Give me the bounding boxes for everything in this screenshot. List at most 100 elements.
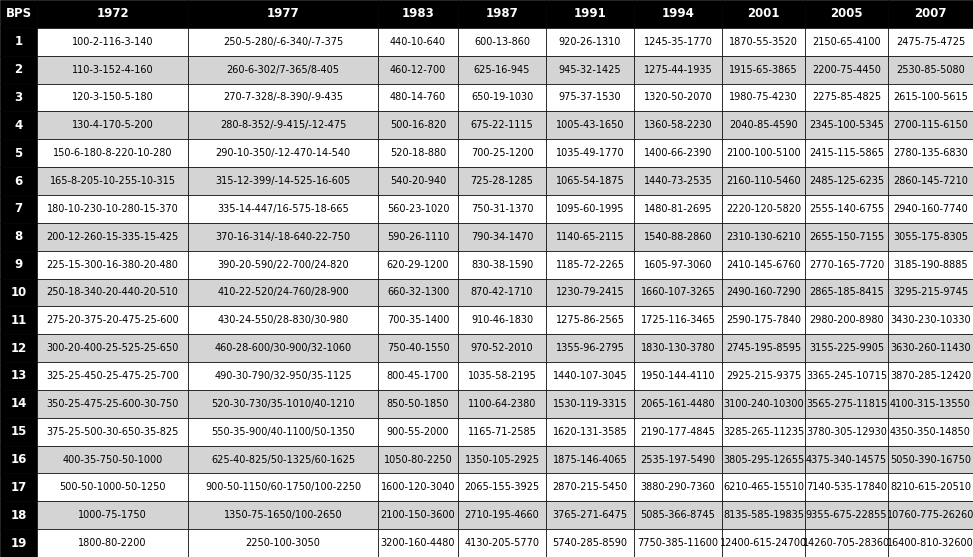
Text: 2150-65-4100: 2150-65-4100: [812, 37, 881, 47]
Text: 1620-131-3585: 1620-131-3585: [553, 427, 628, 437]
Text: 110-3-152-4-160: 110-3-152-4-160: [72, 65, 154, 75]
Bar: [0, 111, 37, 139]
Bar: [722, 56, 805, 84]
Text: 620-29-1200: 620-29-1200: [386, 260, 450, 270]
Text: 2865-185-8415: 2865-185-8415: [810, 287, 883, 297]
Bar: [188, 167, 378, 195]
Bar: [722, 446, 805, 473]
Text: 440-10-640: 440-10-640: [390, 37, 446, 47]
Bar: [458, 473, 546, 501]
Text: 6210-465-15510: 6210-465-15510: [723, 482, 804, 492]
Text: 1950-144-4110: 1950-144-4110: [641, 371, 715, 381]
Text: 970-52-2010: 970-52-2010: [471, 343, 533, 353]
Text: 2485-125-6235: 2485-125-6235: [809, 176, 884, 186]
Text: 2870-215-5450: 2870-215-5450: [553, 482, 628, 492]
Text: 590-26-1110: 590-26-1110: [387, 232, 450, 242]
Text: 2040-85-4590: 2040-85-4590: [729, 120, 798, 130]
Text: 1480-81-2695: 1480-81-2695: [644, 204, 712, 214]
Bar: [37, 139, 188, 167]
Bar: [805, 473, 888, 501]
Text: 315-12-399/-14-525-16-605: 315-12-399/-14-525-16-605: [215, 176, 350, 186]
Bar: [634, 501, 722, 529]
Text: 2275-85-4825: 2275-85-4825: [811, 92, 882, 102]
Text: 1: 1: [15, 35, 22, 48]
Bar: [805, 501, 888, 529]
Text: 3055-175-8305: 3055-175-8305: [893, 232, 968, 242]
Text: 2980-200-8980: 2980-200-8980: [810, 315, 883, 325]
Text: 9: 9: [15, 258, 22, 271]
Text: 725-28-1285: 725-28-1285: [471, 176, 533, 186]
Bar: [188, 306, 378, 334]
Text: 5740-285-8590: 5740-285-8590: [553, 538, 628, 548]
Text: 2220-120-5820: 2220-120-5820: [726, 204, 801, 214]
Bar: [458, 28, 546, 56]
Text: 945-32-1425: 945-32-1425: [559, 65, 622, 75]
Text: 3780-305-12930: 3780-305-12930: [806, 427, 887, 437]
Text: 150-6-180-8-220-10-280: 150-6-180-8-220-10-280: [53, 148, 172, 158]
Text: 3295-215-9745: 3295-215-9745: [893, 287, 968, 297]
Text: 1980-75-4230: 1980-75-4230: [729, 92, 798, 102]
Bar: [378, 111, 458, 139]
Bar: [458, 84, 546, 111]
Bar: [634, 278, 722, 306]
Bar: [805, 195, 888, 223]
Text: 120-3-150-5-180: 120-3-150-5-180: [72, 92, 154, 102]
Bar: [0, 56, 37, 84]
Bar: [722, 0, 805, 28]
Text: 8135-585-19835: 8135-585-19835: [723, 510, 804, 520]
Bar: [37, 334, 188, 362]
Text: 920-26-1310: 920-26-1310: [559, 37, 621, 47]
Text: 13: 13: [11, 369, 26, 383]
Bar: [805, 0, 888, 28]
Bar: [0, 306, 37, 334]
Bar: [188, 390, 378, 418]
Text: 16: 16: [11, 453, 26, 466]
Bar: [722, 418, 805, 446]
Bar: [37, 0, 188, 28]
Bar: [378, 390, 458, 418]
Text: 200-12-260-15-335-15-425: 200-12-260-15-335-15-425: [47, 232, 179, 242]
Bar: [722, 334, 805, 362]
Bar: [888, 251, 973, 278]
Bar: [634, 334, 722, 362]
Text: 675-22-1115: 675-22-1115: [471, 120, 533, 130]
Bar: [634, 28, 722, 56]
Bar: [888, 139, 973, 167]
Text: BPS: BPS: [6, 7, 31, 21]
Bar: [888, 390, 973, 418]
Bar: [378, 473, 458, 501]
Text: 3430-230-10330: 3430-230-10330: [890, 315, 971, 325]
Bar: [634, 139, 722, 167]
Text: 660-32-1300: 660-32-1300: [387, 287, 450, 297]
Text: 2007: 2007: [915, 7, 947, 21]
Bar: [37, 390, 188, 418]
Bar: [888, 0, 973, 28]
Bar: [546, 195, 634, 223]
Text: 2100-150-3600: 2100-150-3600: [380, 510, 455, 520]
Text: 1230-79-2415: 1230-79-2415: [556, 287, 625, 297]
Text: 2940-160-7740: 2940-160-7740: [893, 204, 968, 214]
Bar: [37, 473, 188, 501]
Text: 7750-385-11600: 7750-385-11600: [637, 538, 718, 548]
Bar: [634, 251, 722, 278]
Bar: [0, 418, 37, 446]
Text: 1095-60-1995: 1095-60-1995: [556, 204, 625, 214]
Bar: [634, 84, 722, 111]
Text: 1035-49-1770: 1035-49-1770: [556, 148, 625, 158]
Text: 275-20-375-20-475-25-600: 275-20-375-20-475-25-600: [46, 315, 179, 325]
Bar: [805, 418, 888, 446]
Bar: [546, 0, 634, 28]
Bar: [722, 28, 805, 56]
Bar: [458, 56, 546, 84]
Bar: [37, 28, 188, 56]
Bar: [805, 111, 888, 139]
Text: 180-10-230-10-280-15-370: 180-10-230-10-280-15-370: [47, 204, 178, 214]
Bar: [546, 446, 634, 473]
Text: 18: 18: [11, 509, 26, 522]
Text: 12: 12: [11, 341, 26, 355]
Bar: [722, 139, 805, 167]
Bar: [188, 0, 378, 28]
Text: 2530-85-5080: 2530-85-5080: [896, 65, 965, 75]
Bar: [546, 473, 634, 501]
Bar: [888, 84, 973, 111]
